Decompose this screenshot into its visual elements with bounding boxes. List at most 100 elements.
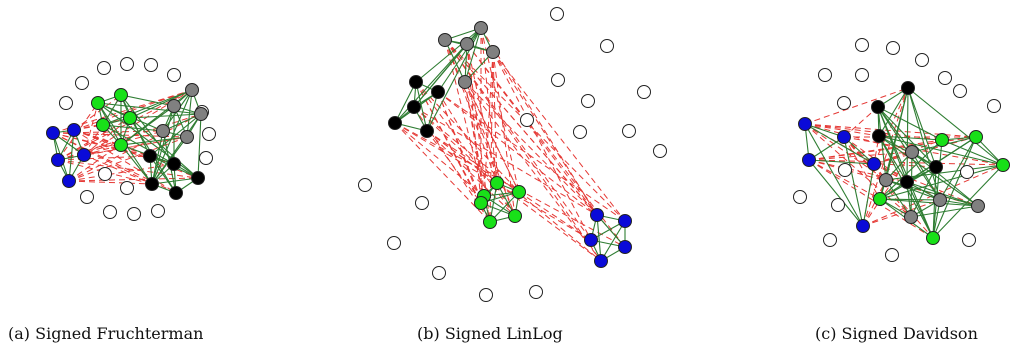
caption-signed-linlog: (b) Signed LinLog bbox=[417, 324, 563, 343]
negative-edge bbox=[464, 81, 520, 193]
white-node bbox=[59, 96, 73, 110]
positive-edge bbox=[941, 139, 1004, 166]
positive-edge bbox=[186, 89, 193, 138]
positive-edge bbox=[910, 166, 937, 218]
positive-edge bbox=[129, 89, 193, 119]
negative-edge bbox=[426, 130, 482, 204]
negative-edge bbox=[464, 81, 598, 216]
negative-edge bbox=[394, 122, 491, 223]
negative-edge bbox=[862, 199, 941, 227]
negative-edge bbox=[843, 136, 908, 183]
positive-edge bbox=[129, 117, 199, 179]
panel-signed-davidson bbox=[793, 38, 1010, 262]
white-node bbox=[855, 38, 869, 52]
gray-node bbox=[460, 37, 474, 51]
black-node bbox=[901, 81, 915, 95]
positive-edge bbox=[877, 106, 913, 153]
negative-edge bbox=[444, 39, 602, 262]
blue-node bbox=[618, 240, 632, 254]
black-node bbox=[871, 100, 885, 114]
green-node bbox=[969, 130, 983, 144]
positive-edge bbox=[120, 94, 175, 107]
negative-edge bbox=[804, 123, 880, 137]
black-node bbox=[407, 100, 421, 114]
white-node bbox=[151, 204, 165, 218]
negative-edge bbox=[862, 151, 913, 227]
positive-edge bbox=[415, 81, 428, 132]
positive-edges bbox=[394, 27, 626, 262]
negative-edge bbox=[843, 136, 881, 200]
positive-edges bbox=[804, 87, 1004, 239]
negative-edge bbox=[492, 51, 498, 184]
panel-signed-linlog bbox=[358, 7, 667, 302]
green-node bbox=[96, 118, 110, 132]
positive-edge bbox=[120, 94, 151, 157]
blue-node bbox=[77, 148, 91, 162]
positive-edge bbox=[843, 136, 864, 227]
negative-edge bbox=[492, 51, 598, 216]
positive-edge bbox=[129, 113, 202, 119]
positive-edge bbox=[437, 27, 482, 93]
green-node bbox=[996, 158, 1010, 172]
negative-edge bbox=[437, 91, 598, 216]
negative-edge bbox=[413, 106, 598, 216]
negative-edge bbox=[444, 39, 485, 197]
blue-node bbox=[798, 117, 812, 131]
positive-edge bbox=[877, 106, 887, 181]
negative-edge bbox=[68, 113, 202, 182]
negative-edge bbox=[480, 27, 520, 193]
green-node bbox=[508, 209, 522, 223]
positive-edge bbox=[885, 179, 912, 218]
green-node bbox=[91, 96, 105, 110]
white-node bbox=[202, 127, 216, 141]
positive-edge bbox=[596, 214, 602, 262]
negative-edge bbox=[444, 39, 516, 217]
negative-edge bbox=[57, 159, 153, 185]
white-node bbox=[358, 178, 372, 192]
white-node bbox=[387, 236, 401, 250]
negative-edge bbox=[464, 81, 491, 223]
black-node bbox=[420, 124, 434, 138]
negative-edge bbox=[444, 39, 626, 248]
positive-edge bbox=[68, 129, 75, 182]
positive-edge bbox=[877, 106, 937, 168]
gray-node bbox=[486, 45, 500, 59]
blue-node bbox=[802, 153, 816, 167]
negative-edge bbox=[83, 136, 188, 156]
negative-edge bbox=[464, 81, 602, 262]
negative-edges bbox=[804, 87, 1004, 239]
positive-edge bbox=[464, 27, 482, 83]
negative-edge bbox=[413, 106, 498, 184]
white-node bbox=[75, 76, 89, 90]
graph-nodes bbox=[46, 57, 216, 221]
positive-edge bbox=[877, 106, 934, 239]
negative-edge bbox=[804, 87, 909, 125]
negative-edge bbox=[57, 130, 164, 161]
negative-edge bbox=[57, 159, 199, 179]
white-node bbox=[199, 151, 213, 165]
white-node bbox=[103, 205, 117, 219]
signed-graph-figure bbox=[46, 7, 1010, 302]
white-node bbox=[120, 181, 134, 195]
positive-edge bbox=[120, 105, 175, 146]
white-node bbox=[987, 99, 1001, 113]
green-node bbox=[490, 176, 504, 190]
blue-node bbox=[51, 153, 65, 167]
white-node bbox=[550, 7, 564, 21]
negative-edge bbox=[862, 87, 909, 227]
negative-edge bbox=[426, 130, 498, 184]
gray-node bbox=[905, 145, 919, 159]
blue-node bbox=[584, 233, 598, 247]
gray-node bbox=[458, 75, 472, 89]
negative-edge bbox=[464, 81, 516, 217]
black-node bbox=[143, 149, 157, 163]
blue-node bbox=[67, 123, 81, 137]
gray-node bbox=[185, 83, 199, 97]
graph-nodes bbox=[358, 7, 667, 302]
gray-node bbox=[904, 210, 918, 224]
positive-edge bbox=[97, 102, 199, 179]
green-node bbox=[873, 192, 887, 206]
black-node bbox=[929, 160, 943, 174]
white-node bbox=[886, 41, 900, 55]
negative-edge bbox=[68, 177, 199, 182]
